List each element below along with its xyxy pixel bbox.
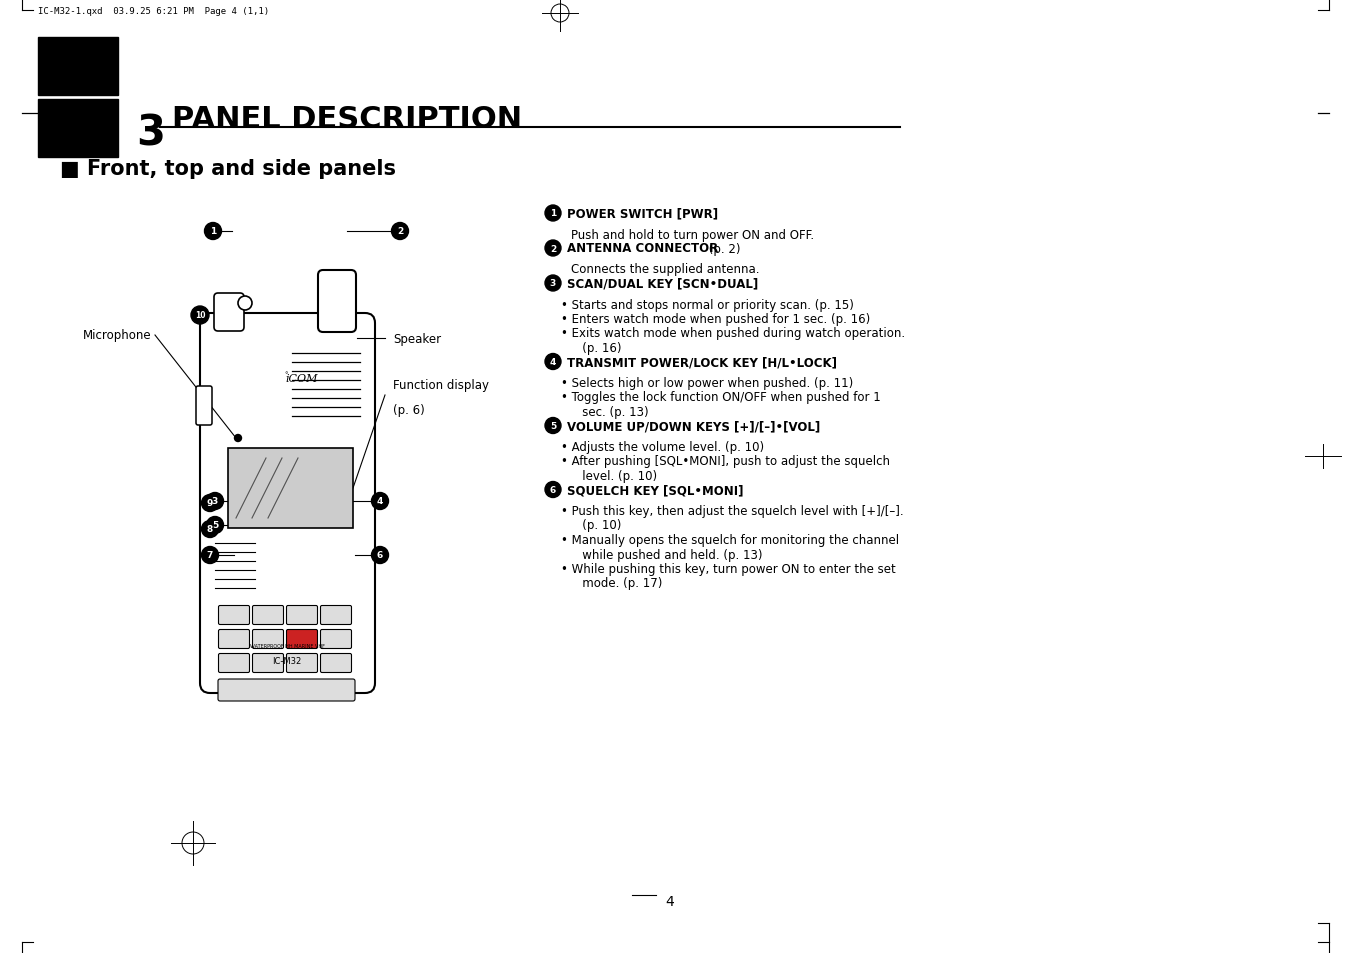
Circle shape	[204, 223, 222, 240]
Text: PANEL DESCRIPTION: PANEL DESCRIPTION	[172, 105, 521, 133]
Text: (p. 10): (p. 10)	[571, 519, 621, 532]
FancyBboxPatch shape	[317, 271, 357, 333]
FancyBboxPatch shape	[200, 314, 376, 693]
Text: • Exits watch mode when pushed during watch operation.: • Exits watch mode when pushed during wa…	[561, 327, 905, 340]
Text: • Enters watch mode when pushed for 1 sec. (p. 16): • Enters watch mode when pushed for 1 se…	[561, 313, 870, 326]
Text: level. (p. 10): level. (p. 10)	[571, 470, 657, 482]
Circle shape	[544, 206, 561, 222]
Circle shape	[544, 275, 561, 292]
Text: 10: 10	[195, 312, 205, 320]
Text: Speaker: Speaker	[393, 333, 442, 345]
Text: iCOM: iCOM	[286, 374, 319, 384]
Circle shape	[201, 521, 219, 537]
Text: 3: 3	[136, 112, 165, 153]
Text: Function display: Function display	[393, 378, 489, 392]
Circle shape	[201, 547, 219, 564]
Text: IC-M32-1.qxd  03.9.25 6:21 PM  Page 4 (1,1): IC-M32-1.qxd 03.9.25 6:21 PM Page 4 (1,1…	[38, 7, 269, 16]
Text: 1: 1	[209, 227, 216, 236]
Text: 4: 4	[550, 357, 557, 367]
Text: 6: 6	[550, 485, 557, 495]
FancyBboxPatch shape	[219, 654, 250, 673]
Text: SQUELCH KEY [SQL•MONI]: SQUELCH KEY [SQL•MONI]	[567, 483, 743, 497]
Text: 1: 1	[550, 210, 557, 218]
FancyBboxPatch shape	[320, 630, 351, 649]
Text: 2: 2	[550, 244, 557, 253]
Text: Microphone: Microphone	[82, 329, 151, 342]
FancyBboxPatch shape	[218, 679, 355, 701]
Text: • Manually opens the squelch for monitoring the channel: • Manually opens the squelch for monitor…	[561, 534, 900, 546]
FancyBboxPatch shape	[196, 387, 212, 426]
Text: while pushed and held. (p. 13): while pushed and held. (p. 13)	[571, 548, 762, 561]
Text: (p. 6): (p. 6)	[393, 403, 424, 416]
Text: 8: 8	[207, 525, 213, 534]
Circle shape	[207, 517, 223, 534]
Bar	[38, 100, 118, 158]
Text: • Selects high or low power when pushed. (p. 11): • Selects high or low power when pushed.…	[561, 376, 854, 390]
Text: POWER SWITCH [PWR]: POWER SWITCH [PWR]	[567, 208, 719, 220]
FancyBboxPatch shape	[253, 606, 284, 625]
Text: ■ Front, top and side panels: ■ Front, top and side panels	[59, 159, 396, 179]
Circle shape	[544, 241, 561, 256]
Text: 6: 6	[377, 551, 384, 560]
Text: • Adjusts the volume level. (p. 10): • Adjusts the volume level. (p. 10)	[561, 440, 765, 454]
FancyBboxPatch shape	[286, 630, 317, 649]
Text: sec. (p. 13): sec. (p. 13)	[571, 406, 648, 418]
FancyBboxPatch shape	[253, 630, 284, 649]
Text: Push and hold to turn power ON and OFF.: Push and hold to turn power ON and OFF.	[571, 229, 815, 241]
Bar	[228, 449, 353, 529]
Text: 5: 5	[550, 421, 557, 431]
Text: °: °	[284, 372, 288, 377]
Circle shape	[544, 482, 561, 498]
Text: • After pushing [SQL•MONI], push to adjust the squelch: • After pushing [SQL•MONI], push to adju…	[561, 455, 890, 468]
FancyBboxPatch shape	[320, 606, 351, 625]
Text: 5: 5	[212, 521, 218, 530]
Text: 2: 2	[397, 227, 403, 236]
Text: • Push this key, then adjust the squelch level with [+]/[–].: • Push this key, then adjust the squelch…	[561, 504, 904, 517]
FancyBboxPatch shape	[253, 654, 284, 673]
Text: ANTENNA CONNECTOR: ANTENNA CONNECTOR	[567, 242, 719, 255]
FancyBboxPatch shape	[286, 654, 317, 673]
Text: SCAN/DUAL KEY [SCN•DUAL]: SCAN/DUAL KEY [SCN•DUAL]	[567, 277, 758, 291]
Text: 4: 4	[377, 497, 384, 506]
Text: 3: 3	[550, 279, 557, 288]
Text: TRANSMIT POWER/LOCK KEY [H/L•LOCK]: TRANSMIT POWER/LOCK KEY [H/L•LOCK]	[567, 355, 838, 369]
Text: 4: 4	[666, 894, 674, 908]
Text: 3: 3	[212, 497, 218, 506]
Circle shape	[544, 418, 561, 434]
Circle shape	[372, 493, 389, 510]
Circle shape	[392, 223, 408, 240]
Text: (p. 16): (p. 16)	[571, 341, 621, 355]
Circle shape	[201, 495, 219, 512]
Text: Connects the supplied antenna.: Connects the supplied antenna.	[571, 263, 759, 276]
Text: 7: 7	[207, 551, 213, 560]
Circle shape	[190, 307, 209, 325]
Text: • Starts and stops normal or priority scan. (p. 15): • Starts and stops normal or priority sc…	[561, 298, 854, 312]
FancyBboxPatch shape	[286, 606, 317, 625]
FancyBboxPatch shape	[320, 654, 351, 673]
Circle shape	[238, 296, 253, 311]
Text: 9: 9	[207, 499, 213, 508]
FancyBboxPatch shape	[219, 606, 250, 625]
Circle shape	[544, 355, 561, 370]
FancyBboxPatch shape	[219, 630, 250, 649]
Text: (p. 2): (p. 2)	[705, 242, 740, 255]
Text: mode. (p. 17): mode. (p. 17)	[571, 577, 662, 590]
Text: WATERPROOF HH MARINE VHF: WATERPROOF HH MARINE VHF	[250, 643, 324, 648]
Text: VOLUME UP/DOWN KEYS [+]/[–]•[VOL]: VOLUME UP/DOWN KEYS [+]/[–]•[VOL]	[567, 419, 820, 433]
Text: • Toggles the lock function ON/OFF when pushed for 1: • Toggles the lock function ON/OFF when …	[561, 391, 881, 404]
Circle shape	[372, 547, 389, 564]
Text: • While pushing this key, turn power ON to enter the set: • While pushing this key, turn power ON …	[561, 562, 896, 576]
FancyBboxPatch shape	[213, 294, 245, 332]
Text: IC-M32: IC-M32	[273, 657, 301, 666]
Circle shape	[207, 493, 223, 510]
Bar	[38, 38, 118, 96]
Circle shape	[235, 435, 242, 442]
